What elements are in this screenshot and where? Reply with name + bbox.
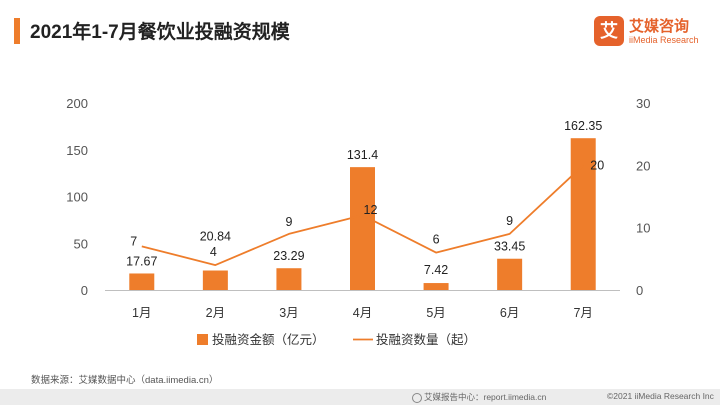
y-right-tick-label: 0 [636, 283, 643, 298]
bar-value-label: 17.67 [126, 254, 157, 268]
footer-bar: 艾媒报告中心：report.iimedia.cn ©2021 iiMedia R… [0, 389, 720, 405]
footer-copyright: ©2021 iiMedia Research Inc [607, 391, 714, 401]
bar [202, 270, 228, 290]
legend-bar-swatch [197, 334, 208, 345]
data-source: 数据来源：艾媒数据中心（data.iimedia.cn） [31, 375, 219, 386]
x-tick-label: 6月 [500, 306, 519, 320]
y-left-tick-label: 200 [66, 96, 88, 111]
page-title: 2021年1-7月餐饮业投融资规模 [30, 22, 290, 43]
y-right-tick-label: 30 [636, 96, 650, 111]
y-left-tick-label: 150 [66, 143, 88, 158]
bar [129, 273, 155, 290]
y-right-tick-label: 10 [636, 221, 650, 236]
report-icon [412, 392, 422, 403]
y-left-tick-label: 0 [81, 283, 88, 298]
bar [570, 138, 596, 290]
footer-report-text: 艾媒报告中心：report.iimedia.cn [424, 392, 547, 402]
line-value-label: 6 [433, 233, 440, 247]
combo-chart: 0 50 100 150 200 0 10 20 30 1月 2月 3月 4月 5月 6月 7月 17.67 20… [66, 96, 650, 347]
x-tick-label: 4月 [353, 306, 372, 320]
bar-value-label: 33.45 [494, 240, 525, 254]
y-right-tick-label: 20 [636, 158, 650, 173]
x-tick-label: 5月 [426, 306, 445, 320]
x-tick-label: 2月 [206, 306, 225, 320]
line-value-label: 20 [590, 158, 604, 172]
line-value-label: 9 [506, 214, 513, 228]
x-tick-label: 3月 [279, 306, 298, 320]
line-value-label: 4 [210, 245, 217, 259]
bar-value-label: 131.4 [347, 148, 378, 162]
logo-mark: 艾 [594, 16, 624, 46]
legend-bar-label: 投融资金额（亿元） [212, 332, 325, 347]
bar-value-label: 7.42 [424, 263, 448, 277]
title-accent-bar [14, 18, 20, 44]
bar-value-label: 162.35 [564, 119, 602, 133]
bar [497, 258, 523, 290]
x-tick-label: 1月 [132, 306, 151, 320]
count-line [141, 164, 584, 266]
y-left-tick-label: 100 [66, 190, 88, 205]
bar-value-label: 23.29 [273, 249, 304, 263]
logo-name-en: iiMedia Research [629, 35, 699, 45]
y-left-tick-label: 50 [74, 236, 88, 251]
x-tick-label: 7月 [573, 306, 592, 320]
bar [350, 167, 375, 290]
legend-line-label: 投融资数量（起） [376, 332, 476, 347]
line-value-label: 12 [364, 203, 378, 217]
bar [276, 268, 302, 290]
footer-report: 艾媒报告中心：report.iimedia.cn [412, 391, 546, 403]
iimedia-logo: 艾 艾媒咨询 iiMedia Research [594, 14, 714, 50]
line-value-label: 7 [130, 234, 137, 248]
bar-value-label: 20.84 [200, 230, 231, 244]
logo-name-cn: 艾媒咨询 [629, 18, 690, 35]
line-value-label: 9 [285, 215, 292, 229]
bar [423, 283, 449, 290]
